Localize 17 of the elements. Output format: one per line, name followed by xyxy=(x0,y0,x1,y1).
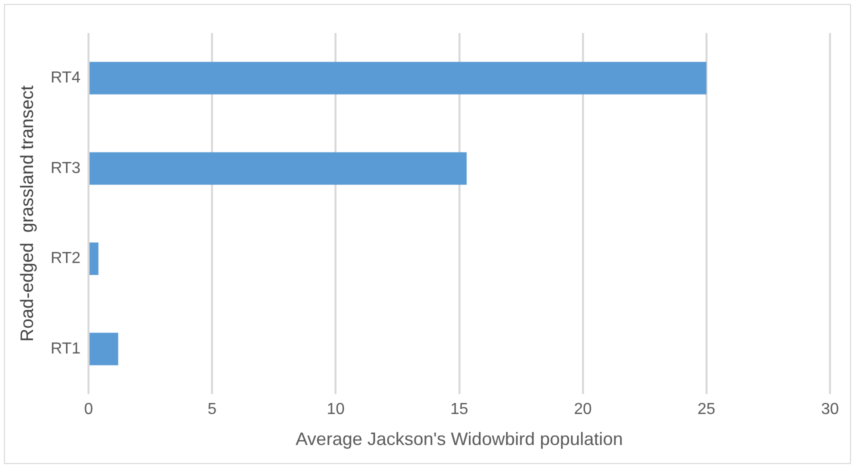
y-tick-label: RT1 xyxy=(50,340,81,358)
x-tick-label: 0 xyxy=(84,401,94,418)
bar xyxy=(90,242,98,276)
x-tick-label: 10 xyxy=(326,401,345,418)
x-tick-label: 15 xyxy=(450,401,468,418)
y-tick-label: RT4 xyxy=(50,70,81,87)
x-tick-label: 25 xyxy=(698,401,716,418)
x-tick-label: 30 xyxy=(821,401,839,418)
bar xyxy=(90,62,706,94)
y-tick-label: RT3 xyxy=(50,160,81,177)
bar xyxy=(90,332,118,366)
x-axis-title: Average Jackson's Widowbird population xyxy=(296,429,623,450)
y-tick-label: RT2 xyxy=(50,250,81,268)
x-tick-label: 20 xyxy=(574,401,592,418)
y-axis-title: Road-edged grassland transect xyxy=(16,86,37,342)
x-tick-label: 5 xyxy=(208,401,217,418)
bar xyxy=(90,152,467,185)
